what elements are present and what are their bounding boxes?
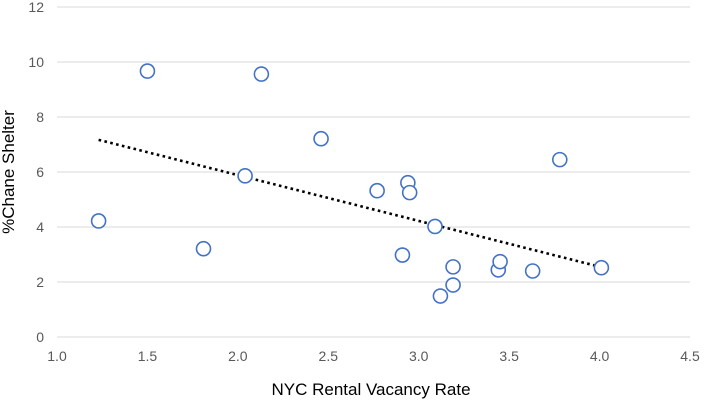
- x-tick-label: 3.0: [409, 348, 429, 364]
- x-tick-label: 3.5: [499, 348, 519, 364]
- data-point-6: [369, 182, 385, 199]
- y-tick-label: 12: [28, 0, 44, 15]
- y-tick-label: 6: [36, 164, 44, 180]
- data-point-2: [195, 240, 212, 257]
- x-tick-label: 2.5: [319, 348, 339, 364]
- y-tick-label: 2: [36, 274, 44, 290]
- y-tick-label: 10: [28, 54, 44, 70]
- data-point-13: [445, 277, 461, 293]
- data-point-7: [394, 247, 411, 263]
- data-point-18: [593, 259, 610, 276]
- data-point-4: [253, 66, 270, 82]
- y-tick-labels: 0 2 4 6 8 10 12: [28, 0, 44, 345]
- data-point-0: [90, 213, 107, 229]
- data-point-3: [237, 168, 253, 184]
- data-points: [90, 63, 610, 304]
- x-tick-labels: 1.0 1.5 2.0 2.5 3.0 3.5 4.0 4.5: [47, 348, 700, 364]
- x-tick-label: 4.0: [590, 348, 610, 364]
- x-tick-label: 2.0: [228, 348, 248, 364]
- x-tick-label: 1.5: [138, 348, 158, 364]
- data-point-15: [492, 253, 508, 270]
- data-point-9: [401, 184, 418, 201]
- y-tick-label: 4: [36, 219, 44, 235]
- data-point-10: [427, 218, 443, 235]
- data-point-17: [551, 151, 568, 168]
- y-tick-label: 0: [36, 329, 44, 345]
- data-point-12: [445, 259, 461, 275]
- x-axis-title: NYC Rental Vacancy Rate: [271, 380, 470, 399]
- data-point-5: [313, 130, 329, 147]
- y-axis-title: %Chane Shelter: [0, 110, 18, 234]
- data-point-1: [139, 63, 156, 79]
- linear-trendline: [98, 138, 602, 269]
- x-tick-label: 4.5: [680, 348, 700, 364]
- x-tick-label: 1.0: [47, 348, 67, 364]
- gridlines: [57, 6, 690, 283]
- data-point-16: [524, 263, 541, 279]
- trendline-group: [98, 138, 602, 269]
- y-tick-label: 8: [36, 109, 44, 125]
- data-point-11: [432, 288, 449, 304]
